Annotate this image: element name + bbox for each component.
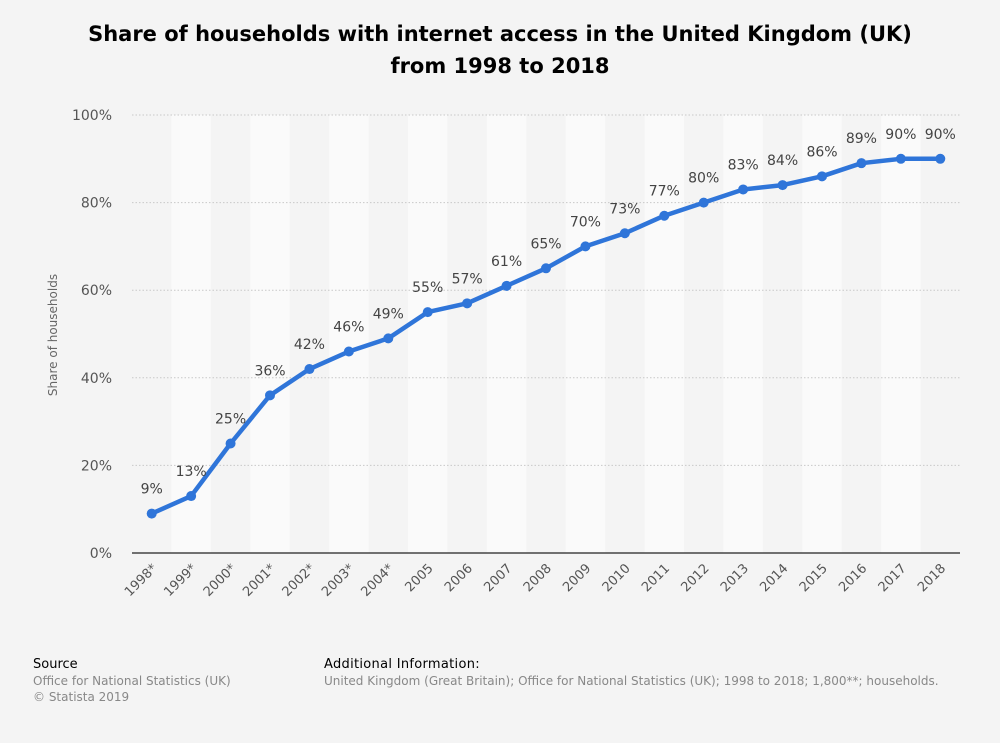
data-label: 36% [254,363,285,379]
column-band [250,115,290,553]
column-band [881,115,921,553]
data-label: 83% [728,157,759,173]
additional-info-heading: Additional Information: [324,657,480,672]
x-tick-label: 2011 [639,561,673,595]
data-label: 73% [609,201,640,217]
data-point [265,390,275,401]
column-band [408,115,448,553]
data-point [619,228,630,239]
data-label: 42% [294,337,325,353]
data-label: 46% [333,320,364,336]
x-tick-label: 2017 [876,561,910,595]
x-tick-label: 2007 [481,561,515,595]
data-label: 89% [846,131,877,147]
x-tick-label: 2000* [201,561,240,600]
chart-title: Share of households with internet access… [0,18,1000,82]
column-band [644,115,684,553]
copyright-text: © Statista 2019 [33,690,130,704]
data-point [738,184,749,195]
x-tick-label: 2010 [600,561,634,595]
data-point [895,153,906,164]
x-tick-label: 2009 [560,561,594,595]
data-label: 84% [767,153,798,169]
data-label: 57% [452,271,483,287]
data-label: 80% [688,171,719,187]
data-point [856,158,867,169]
column-band [723,115,763,553]
column-band [486,115,527,553]
y-axis-label: Share of households [46,273,60,397]
source-heading: Source [33,657,78,672]
column-band [329,115,369,553]
data-label: 65% [530,236,561,252]
x-tick-label: 2008 [521,561,555,595]
x-tick-label: 2002* [280,561,319,600]
y-tick-label: 0% [90,546,112,562]
x-tick-label: 2013 [718,561,752,595]
data-label: 13% [176,464,207,480]
y-tick-label: 100% [72,108,112,124]
data-point [817,171,827,182]
data-point [659,210,670,221]
data-point [304,364,315,375]
x-tick-label: 2006 [442,561,476,595]
chart-title-line-2: from 1998 to 2018 [390,54,610,78]
data-label: 90% [885,127,916,143]
data-point [777,180,788,191]
y-tick-label: 20% [81,458,112,474]
x-tick-label: 2004* [359,561,398,600]
data-point [343,346,354,357]
x-tick-label: 2005 [403,561,437,595]
data-label: 90% [925,127,956,143]
x-tick-label: 1998* [122,561,161,600]
x-tick-label: 2012 [679,561,713,595]
data-point [225,438,236,449]
column-band [171,115,211,553]
data-label: 9% [141,482,163,498]
x-tick-label: 2016 [836,561,870,595]
data-label: 49% [373,306,404,322]
data-label: 61% [491,254,522,270]
data-point [146,508,157,519]
column-band [802,115,842,553]
x-tick-label: 2001* [240,561,279,600]
data-label: 70% [570,214,601,230]
data-point [186,491,197,502]
y-tick-label: 40% [81,371,112,387]
chart-title-line-1: Share of households with internet access… [88,22,912,46]
data-point [935,153,946,164]
x-tick-label: 2014 [757,561,791,595]
column-band [565,115,606,553]
additional-info-text: United Kingdom (Great Britain); Office f… [324,674,939,688]
y-tick-label: 60% [81,283,112,299]
data-point [422,307,433,318]
data-label: 55% [412,280,443,296]
x-tick-label: 2003* [319,561,358,600]
data-label: 25% [215,412,246,428]
y-tick-label: 80% [81,196,112,212]
x-tick-label: 2018 [915,561,949,595]
data-point [383,333,394,344]
data-point [501,280,512,291]
data-point [698,197,709,208]
data-point [541,263,551,274]
data-point [580,241,591,252]
data-label: 77% [649,184,680,200]
data-point [462,298,473,309]
data-label: 86% [806,144,837,160]
source-text[interactable]: Office for National Statistics (UK) [33,674,231,688]
x-tick-label: 2015 [797,561,831,595]
x-tick-label: 1999* [161,561,200,600]
